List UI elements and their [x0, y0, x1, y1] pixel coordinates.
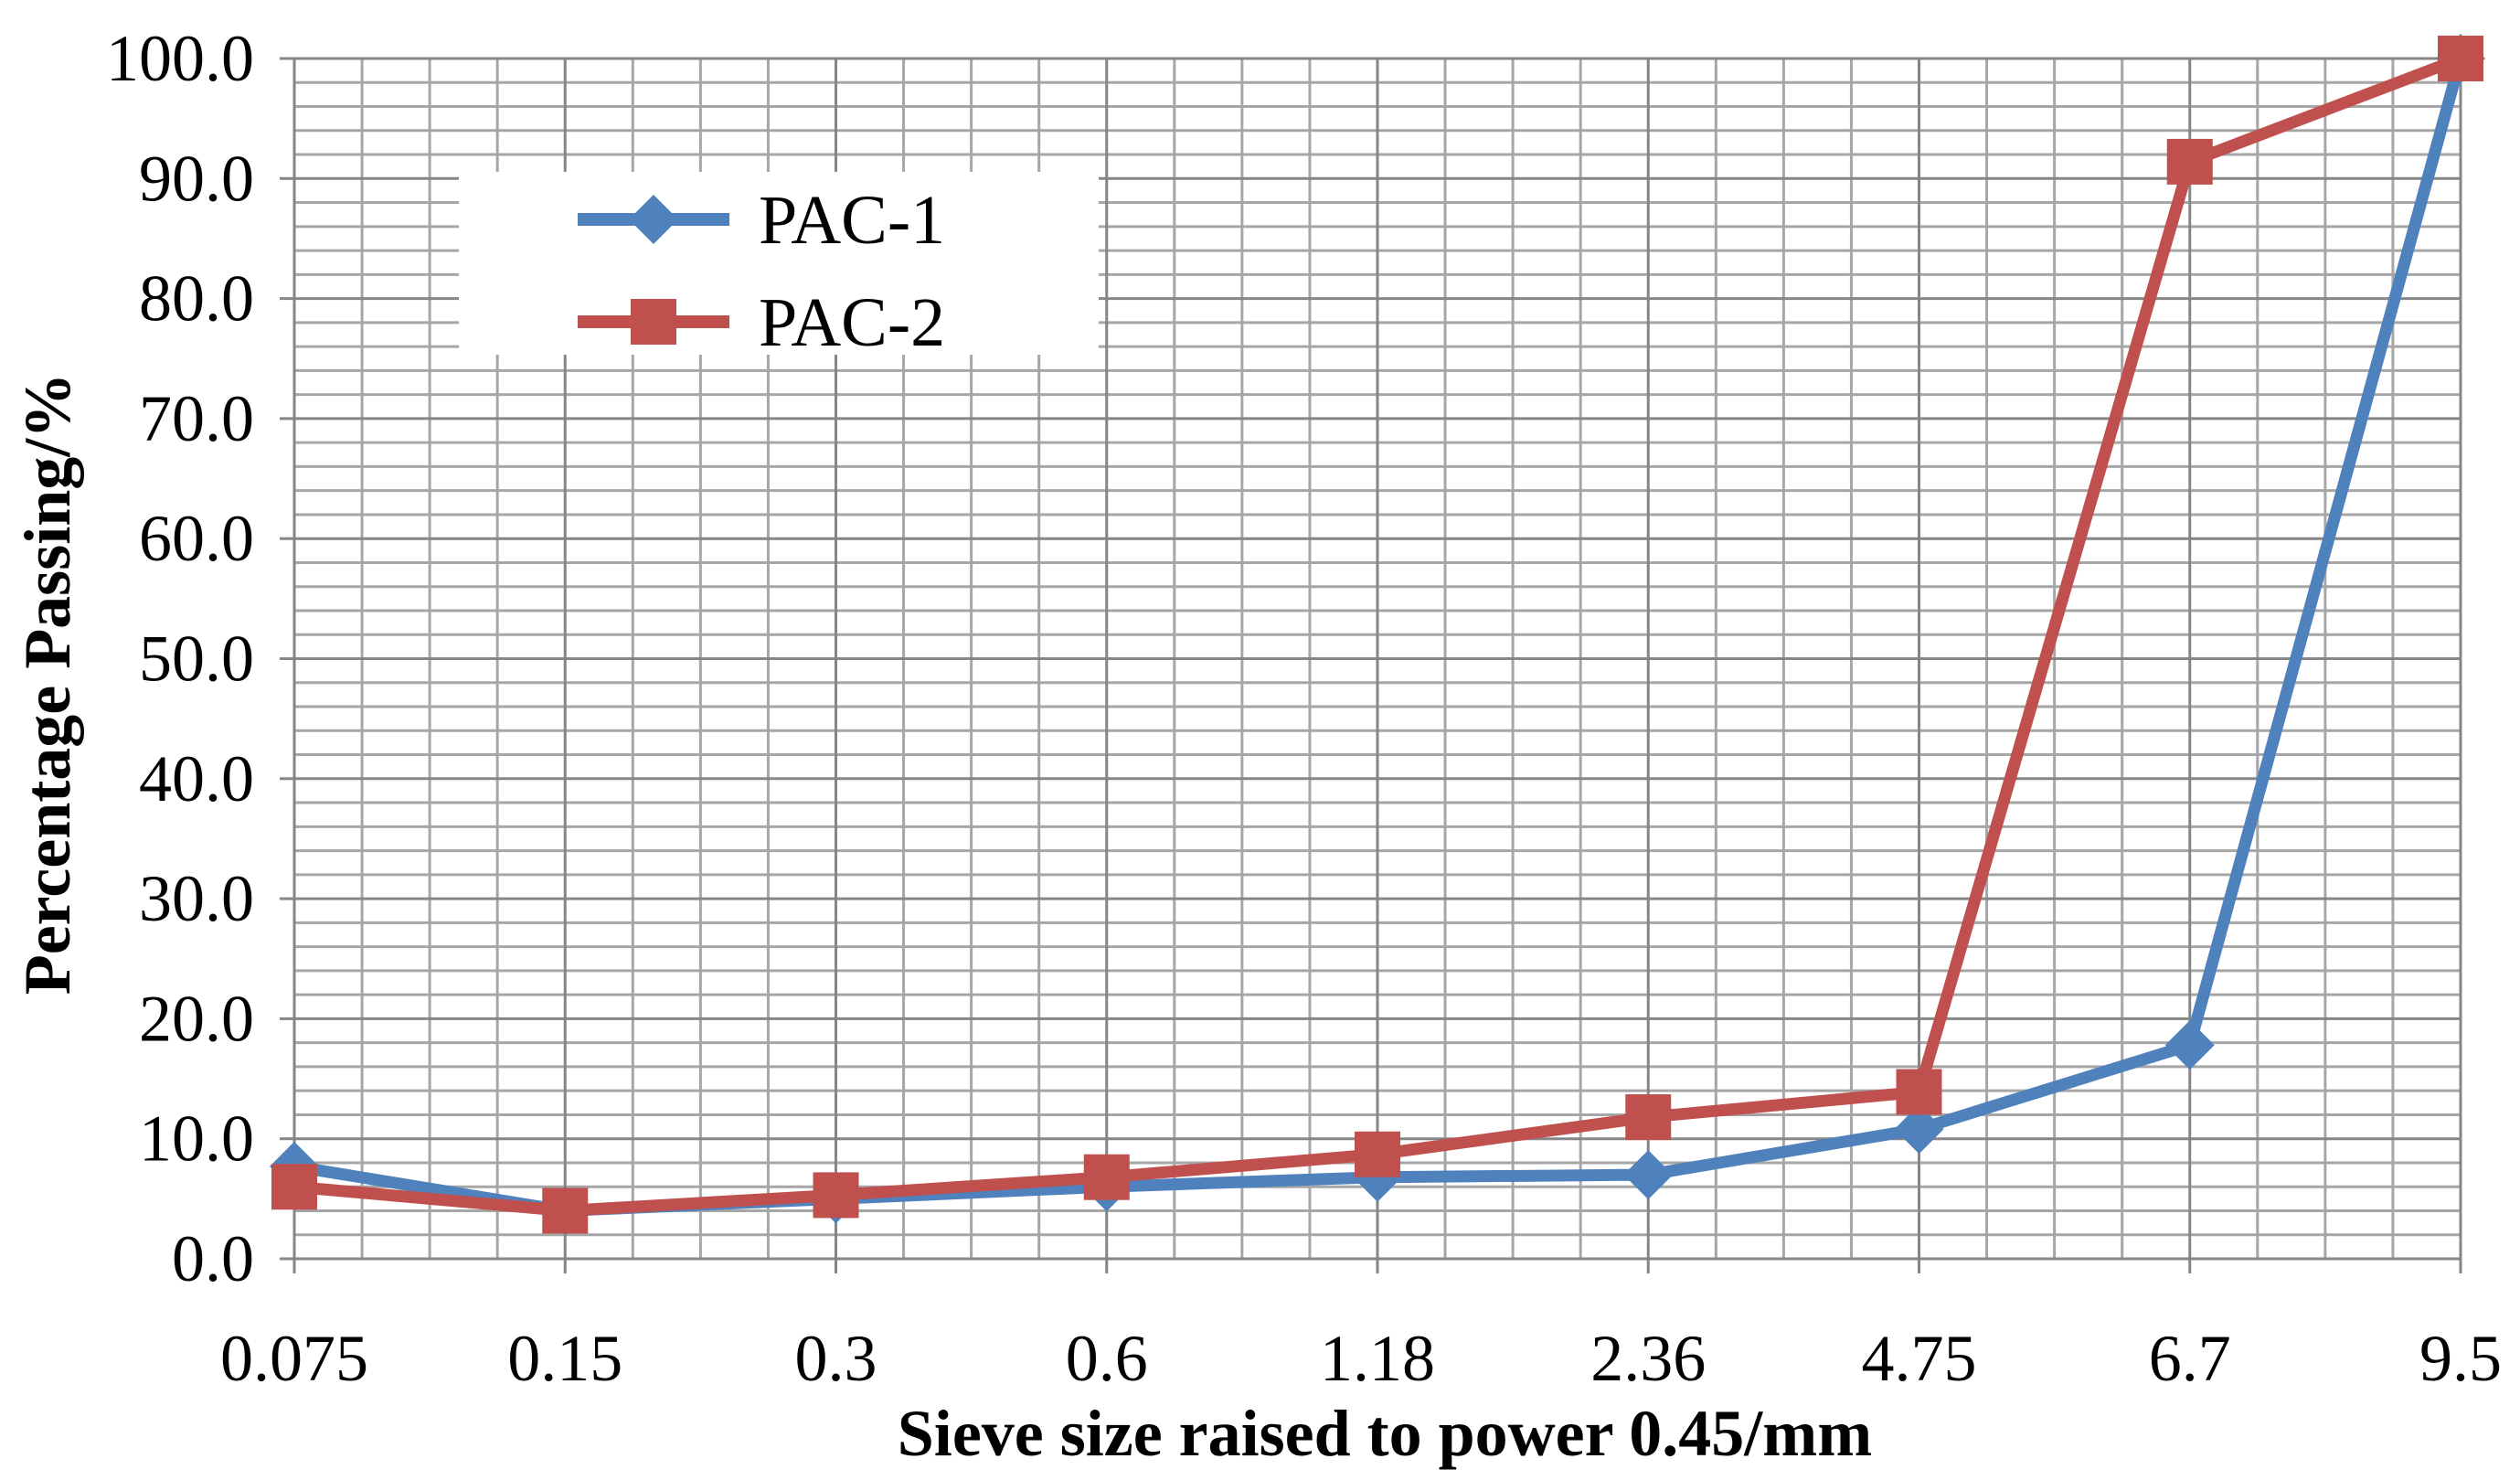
- data-point: [2164, 1020, 2215, 1070]
- data-point: [542, 1187, 589, 1234]
- x-tick-label: 0.075: [220, 1322, 368, 1395]
- legend-label-pac-2: PAC-2: [759, 284, 945, 361]
- y-tick-label: 80.0: [139, 262, 254, 335]
- data-point: [1623, 1150, 1674, 1200]
- legend: PAC-1 PAC-2: [459, 172, 1099, 361]
- data-point: [1355, 1131, 1400, 1177]
- x-tick-label: 0.6: [1066, 1322, 1148, 1395]
- y-axis-tick-labels: 0.0 10.0 20.0 30.0 40.0 50.0 60.0 70.0 80.0 90.0 1…: [106, 22, 254, 1295]
- legend-box: [459, 172, 1099, 355]
- legend-label-pac-1: PAC-1: [759, 182, 945, 259]
- series-layer: [270, 34, 2485, 1236]
- x-tick-label: 4.75: [1862, 1322, 1977, 1395]
- x-tick-label: 0.3: [795, 1322, 877, 1395]
- y-tick-label: 0.0: [172, 1222, 254, 1295]
- legend-marker-diamond: [629, 195, 678, 244]
- y-tick-label: 10.0: [139, 1102, 254, 1176]
- y-tick-label: 50.0: [139, 623, 254, 696]
- data-point: [1894, 1104, 1944, 1155]
- data-point: [2166, 138, 2213, 185]
- x-tick-label: 6.7: [2149, 1322, 2231, 1395]
- y-tick-label: 20.0: [139, 982, 254, 1055]
- plot-area-frame: [292, 57, 2462, 1261]
- y-tick-label: 100.0: [106, 22, 254, 95]
- data-point: [1896, 1069, 1942, 1115]
- y-axis-title: Percentage Passing/%: [11, 373, 84, 996]
- x-axis-title: Sieve size raised to power 0.45/mm: [898, 1397, 1872, 1470]
- series-pac-2: [271, 36, 2483, 1234]
- x-tick-label: 0.15: [507, 1322, 622, 1395]
- x-tick-label: 2.36: [1590, 1322, 1706, 1395]
- legend-entry-pac-1: PAC-1: [578, 182, 945, 259]
- data-point: [813, 1172, 859, 1219]
- y-tick-label: 60.0: [139, 502, 254, 575]
- data-point: [1083, 1154, 1130, 1200]
- y-tick-label: 70.0: [139, 382, 254, 455]
- data-point: [1625, 1094, 1672, 1141]
- x-tick-label: 9.5: [2419, 1322, 2502, 1395]
- data-point: [2438, 36, 2483, 81]
- legend-marker-square: [631, 299, 676, 345]
- y-tick-label: 30.0: [139, 862, 254, 935]
- legend-entry-pac-2: PAC-2: [578, 284, 945, 361]
- y-tick-label: 90.0: [139, 142, 254, 215]
- data-point: [271, 1164, 317, 1210]
- x-tick-label: 1.18: [1320, 1322, 1435, 1395]
- x-axis-tick-labels: 0.075 0.15 0.3 0.6 1.18 2.36 4.75 6.7 9.5: [220, 1322, 2502, 1395]
- y-tick-label: 40.0: [139, 742, 254, 815]
